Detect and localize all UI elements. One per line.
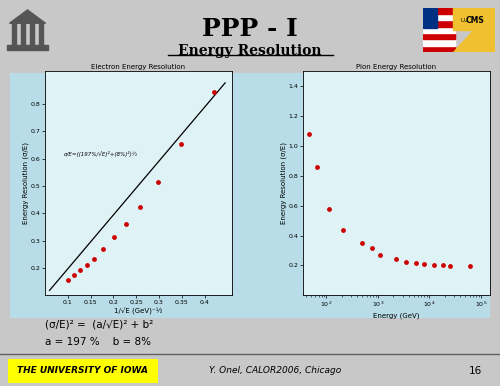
Point [446,263,454,269]
Point [304,131,312,137]
Point [438,262,446,269]
Point [324,206,332,212]
Point [430,262,438,268]
X-axis label: 1/√E (GeV)⁻½: 1/√E (GeV)⁻½ [114,308,162,315]
Text: (σ/E)² =  (a/√E)² + b²: (σ/E)² = (a/√E)² + b² [45,319,153,329]
Point [368,244,376,251]
Point [376,252,384,258]
Bar [39,23,43,47]
Bar [7,46,48,50]
Point [358,240,366,246]
Point [70,272,78,278]
Bar [422,14,455,20]
Text: Energy Resolution: Energy Resolution [178,44,322,58]
Point [177,141,185,147]
Y-axis label: Energy Resolution (σ/E): Energy Resolution (σ/E) [280,142,287,224]
Bar [30,23,34,47]
Point [402,259,410,265]
Point [466,263,473,269]
Point [313,164,321,170]
Point [110,234,118,240]
Point [122,221,130,227]
Bar [422,39,455,46]
Point [64,277,72,283]
Text: a = 197 %    b = 8%: a = 197 % b = 8% [45,337,151,347]
Polygon shape [10,10,46,23]
Point [392,256,400,262]
Point [412,260,420,266]
Bar [422,33,455,39]
Bar [12,23,16,47]
Bar [422,27,455,33]
Title: Pion Energy Resolution: Pion Energy Resolution [356,64,436,69]
Bar [422,46,455,52]
Text: THE UNIVERSITY OF IOWA: THE UNIVERSITY OF IOWA [17,366,148,376]
Point [136,203,144,210]
Text: σ/E=((197%/√E)²+(8%)²)½: σ/E=((197%/√E)²+(8%)²)½ [64,151,138,157]
Text: 16: 16 [468,366,481,376]
Bar [422,8,437,28]
Text: Y. Onel, CALOR2006, Chicago: Y. Onel, CALOR2006, Chicago [209,366,341,376]
Text: UU: UU [460,18,468,23]
Point [100,246,108,252]
Point [210,89,218,95]
Text: PPP - I: PPP - I [202,17,298,41]
Point [154,179,162,185]
Point [76,267,84,273]
Point [83,262,91,268]
Point [90,256,98,262]
Y-axis label: Energy Resolution (σ/E): Energy Resolution (σ/E) [22,142,29,224]
X-axis label: Energy (GeV): Energy (GeV) [374,312,420,319]
Title: Electron Energy Resolution: Electron Energy Resolution [92,64,186,69]
Bar [422,20,455,27]
Polygon shape [453,8,495,52]
Point [420,261,428,267]
Bar [21,23,25,47]
Point [339,227,347,233]
Text: CMS: CMS [466,16,484,25]
Bar [422,8,455,14]
